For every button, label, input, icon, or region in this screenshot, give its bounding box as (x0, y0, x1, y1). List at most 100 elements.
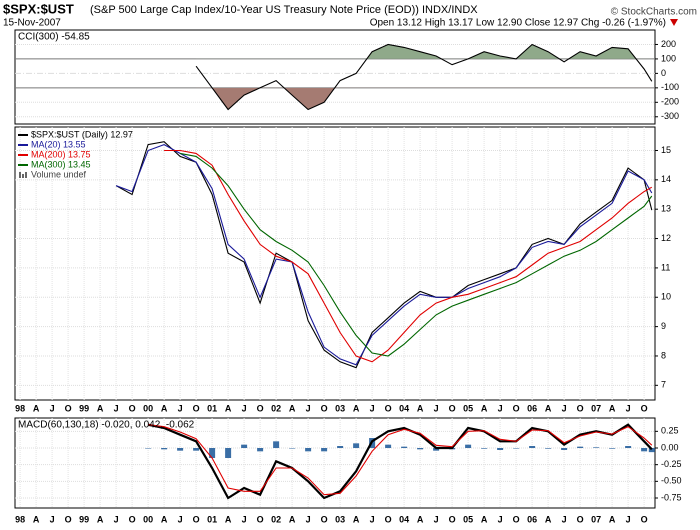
histogram-bar (321, 448, 328, 452)
histogram-bar (145, 448, 152, 449)
credit: © StockCharts.com (611, 7, 697, 18)
y-tick-label: 0 (661, 68, 666, 78)
y-tick-label: -0.25 (661, 459, 682, 469)
y-tick-label: 11 (661, 262, 670, 272)
x-tick-label: A (161, 514, 168, 524)
histogram-bar (401, 446, 408, 448)
x-tick-label: A (609, 403, 616, 413)
histogram-bar (609, 448, 616, 449)
x-tick-label: A (33, 514, 40, 524)
x-tick-label: J (498, 514, 503, 524)
legend-label: Volume undef (31, 169, 87, 179)
x-tick-label: 03 (335, 514, 345, 524)
legend-label: MA(300) 13.45 (31, 159, 91, 169)
panel-frame (14, 126, 656, 401)
x-tick-label: 02 (271, 403, 281, 413)
x-tick-label: 00 (143, 403, 153, 413)
ohlc: Open 13.12 High 13.17 Low 12.90 Close 12… (370, 18, 666, 29)
x-tick-label: A (289, 514, 296, 524)
y-tick-label: 100 (661, 53, 676, 63)
histogram-bar (385, 444, 392, 448)
x-tick-label: 99 (79, 403, 89, 413)
x-tick-label: J (114, 514, 119, 524)
x-tick-label: A (609, 514, 616, 524)
x-tick-label: 99 (79, 514, 89, 524)
x-tick-label: 06 (527, 514, 537, 524)
x-tick-label: J (242, 403, 247, 413)
x-tick-label: 05 (463, 514, 473, 524)
x-tick-label: A (225, 403, 232, 413)
x-tick-label: J (50, 514, 55, 524)
x-tick-label: J (114, 403, 119, 413)
x-tick-label: O (257, 514, 264, 524)
x-tick-label: J (434, 514, 439, 524)
histogram-bar (257, 448, 264, 452)
cci-fill (196, 87, 652, 110)
x-tick-label: A (545, 403, 552, 413)
histogram-bar (289, 448, 296, 449)
x-tick-label: O (577, 403, 584, 413)
volume-icon (22, 174, 24, 178)
x-tick-label: J (498, 403, 503, 413)
volume-icon (19, 172, 21, 178)
x-tick-label: 07 (591, 514, 601, 524)
y-tick-label: 13 (661, 204, 671, 214)
panel-frame (14, 29, 656, 125)
legend-label: MA(20) 13.55 (31, 139, 86, 149)
x-tick-label: O (449, 514, 456, 524)
x-tick-label: A (289, 403, 296, 413)
histogram-bar (648, 448, 655, 453)
x-tick-label: A (97, 403, 104, 413)
down-arrow (670, 19, 678, 26)
y-tick-label: 9 (661, 321, 666, 331)
x-tick-label: 06 (527, 403, 537, 413)
histogram-bar (529, 446, 536, 448)
y-tick-label: 0.00 (661, 442, 679, 452)
histogram-bar (177, 448, 184, 451)
x-tick-label: O (449, 403, 456, 413)
histogram-bar (193, 448, 200, 451)
x-tick-label: A (33, 403, 40, 413)
x-tick-label: A (353, 514, 360, 524)
y-tick-label: 14 (661, 174, 671, 184)
x-tick-label: A (161, 403, 168, 413)
series-line (164, 149, 653, 363)
histogram-bar (561, 448, 568, 450)
x-tick-label: A (481, 514, 488, 524)
x-tick-label: J (562, 514, 567, 524)
y-tick-label: 12 (661, 233, 671, 243)
x-tick-label: J (178, 514, 183, 524)
x-tick-label: O (257, 403, 264, 413)
x-tick-label: J (626, 514, 631, 524)
legend-label: MA(200) 13.75 (31, 149, 91, 159)
x-tick-label: O (65, 403, 72, 413)
x-tick-label: 05 (463, 403, 473, 413)
x-tick-label: 04 (399, 514, 409, 524)
x-tick-label: 02 (271, 514, 281, 524)
x-tick-label: 04 (399, 403, 409, 413)
y-tick-label: 10 (661, 292, 671, 302)
x-tick-label: J (178, 403, 183, 413)
subtitle: (S&P 500 Large Cap Index/10-Year US Trea… (90, 4, 478, 16)
x-tick-label: J (434, 403, 439, 413)
y-tick-label: 8 (661, 350, 666, 360)
series-line (179, 152, 653, 357)
x-tick-label: J (370, 403, 375, 413)
x-tick-label: J (50, 403, 55, 413)
histogram-bar (209, 448, 216, 458)
histogram-bar (273, 441, 280, 448)
series-line (115, 141, 653, 369)
x-tick-label: A (545, 514, 552, 524)
x-tick-label: O (513, 514, 520, 524)
histogram-bar (433, 448, 440, 451)
x-tick-label: O (385, 514, 392, 524)
x-tick-label: O (321, 403, 328, 413)
histogram-bar (353, 443, 360, 448)
y-tick-label: -300 (661, 111, 679, 121)
series-line (195, 43, 653, 111)
histogram-bar (545, 448, 552, 449)
panel-frame (14, 417, 656, 509)
histogram-bar (481, 448, 488, 449)
histogram-bar (465, 444, 472, 448)
